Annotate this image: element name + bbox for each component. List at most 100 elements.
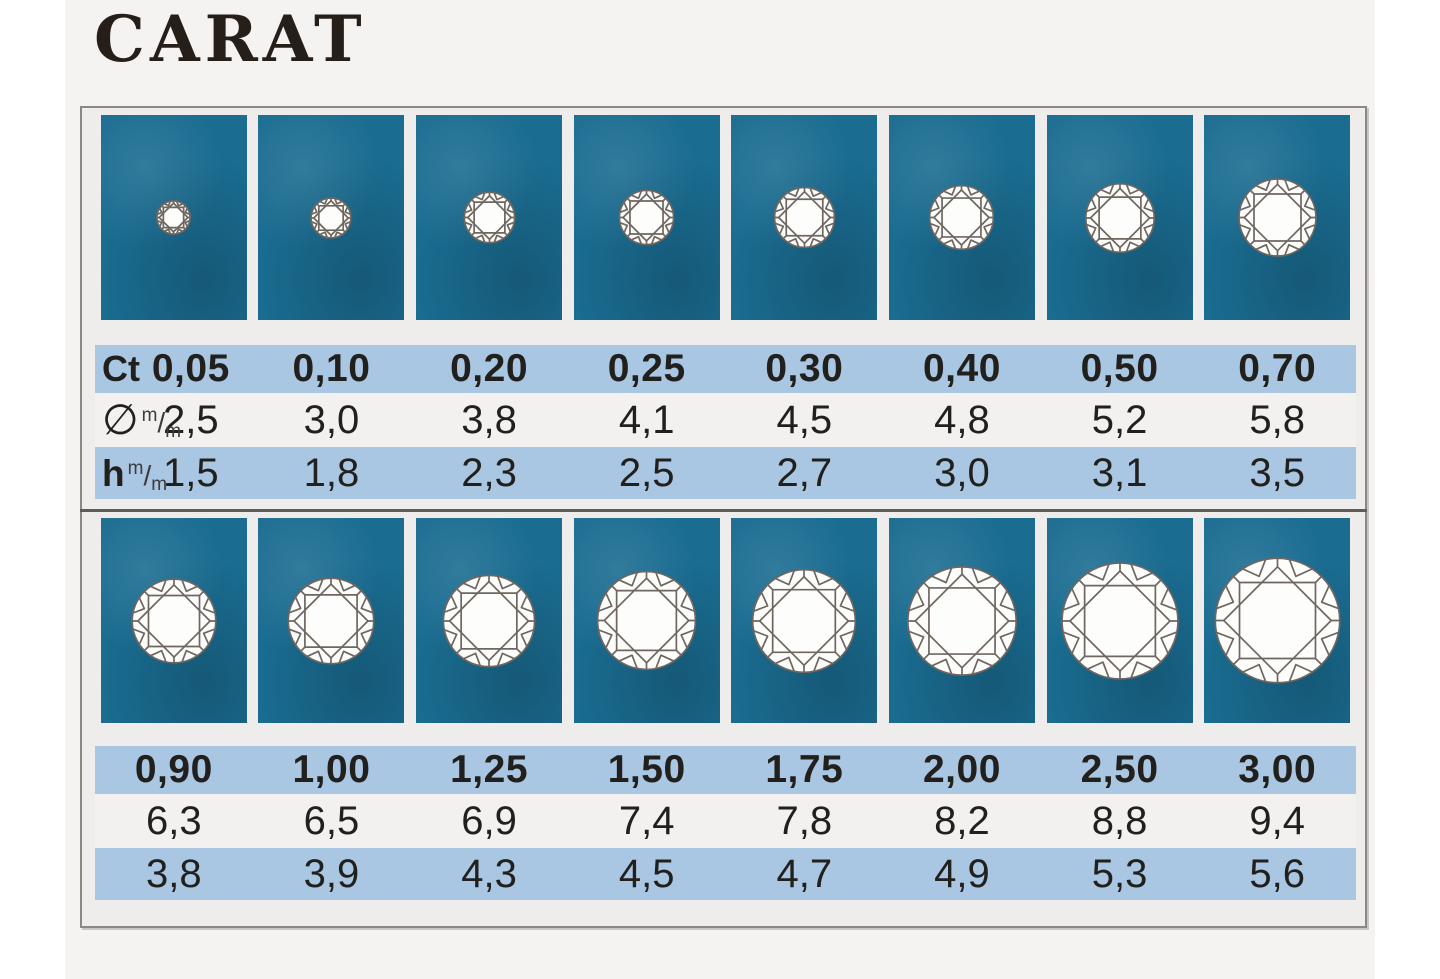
height-value-text: 3,0 xyxy=(934,450,990,495)
carat-value: 0,10 xyxy=(253,345,411,393)
carat-value-text: 0,50 xyxy=(1080,347,1159,390)
height-value-text: 1,5 xyxy=(163,450,219,495)
diameter-value-text: 7,8 xyxy=(776,798,833,843)
diamond-top-view xyxy=(750,567,858,675)
gem-swatch xyxy=(100,115,247,320)
height-value: 1,5 xyxy=(95,447,253,499)
height-value: 2,7 xyxy=(726,447,884,499)
diamond-top-view xyxy=(1212,555,1343,686)
height-value-text: 2,3 xyxy=(461,450,517,495)
carat-value: 2,50 xyxy=(1041,746,1199,794)
gem-swatch xyxy=(731,115,878,320)
carat-value: 0,90 xyxy=(95,746,253,794)
carat-value: 1,00 xyxy=(253,746,411,794)
size-table-large: 0,90 1,00 1,25 1,50 1,75 2,00 2,50 3,00 6,3 6,5 6… xyxy=(95,746,1356,900)
mm-numerator: m xyxy=(127,458,144,479)
mm-unit-fraction: m / m xyxy=(141,405,181,441)
diameter-value-text: 2,5 xyxy=(163,397,219,442)
carat-value: 3,00 xyxy=(1198,746,1356,794)
carat-value-text: 0,30 xyxy=(765,347,844,390)
diameter-value-text: 3,8 xyxy=(461,397,517,442)
carat-value: 2,00 xyxy=(883,746,1041,794)
height-value: 4,9 xyxy=(883,848,1041,900)
diamond-top-view xyxy=(618,189,675,246)
diameter-value-text: 6,5 xyxy=(303,798,360,843)
height-value: 3,0 xyxy=(883,447,1041,499)
height-value: 3,1 xyxy=(1041,447,1199,499)
height-value-text: 5,6 xyxy=(1249,851,1305,896)
diameter-value-text: 4,5 xyxy=(776,397,833,442)
gem-swatch xyxy=(888,518,1035,723)
carat-row: 0,90 1,00 1,25 1,50 1,75 2,00 2,50 3,00 xyxy=(95,746,1356,794)
height-value: 1,8 xyxy=(253,447,411,499)
carat-value-text: 0,40 xyxy=(922,347,1001,390)
height-value: 3,9 xyxy=(253,848,411,900)
gem-swatch xyxy=(731,518,878,723)
mm-unit-fraction: m / m xyxy=(127,458,167,494)
diameter-value-text: 7,4 xyxy=(618,798,675,843)
panel-divider xyxy=(80,509,1367,512)
diameter-value: 4,5 xyxy=(726,393,884,447)
gem-swatch xyxy=(573,518,720,723)
height-value: 5,6 xyxy=(1198,848,1356,900)
diamond-top-view xyxy=(1237,177,1318,258)
carat-value: 1,50 xyxy=(568,746,726,794)
diameter-value-text: 8,2 xyxy=(934,798,990,843)
mm-slash: / xyxy=(157,407,166,438)
height-value: 2,5 xyxy=(568,447,726,499)
carat-value-text: 0,10 xyxy=(292,347,371,390)
diameter-value: 7,4 xyxy=(568,794,726,848)
carat-value-text: 1,00 xyxy=(292,748,371,791)
diamond-top-view xyxy=(156,200,191,235)
carat-row: Ct 0,05 0,10 0,20 0,25 0,30 0,40 0,50 0,70 xyxy=(95,345,1356,393)
diamond-top-view xyxy=(130,577,218,665)
gem-swatch xyxy=(573,115,720,320)
carat-row-label: Ct xyxy=(102,345,140,393)
diameter-value: 5,2 xyxy=(1041,393,1199,447)
gem-swatch xyxy=(258,115,405,320)
diameter-value: 7,8 xyxy=(726,794,884,848)
gem-swatch xyxy=(1204,115,1351,320)
diamond-top-view xyxy=(773,186,836,249)
height-value-text: 3,9 xyxy=(303,851,360,896)
carat-value: 0,25 xyxy=(568,345,726,393)
height-value: 4,3 xyxy=(410,848,568,900)
diameter-value: 6,9 xyxy=(410,794,568,848)
height-value-text: 5,3 xyxy=(1091,851,1148,896)
diameter-row: ∅ m / m 2,5 3,0 3,8 4,1 4,5 4,8 5,2 5,8 xyxy=(95,393,1356,447)
carat-value-text: 2,00 xyxy=(922,748,1001,791)
left-margin xyxy=(0,0,65,979)
diamond-top-view xyxy=(441,573,537,669)
diamond-top-view xyxy=(928,184,995,251)
height-value-text: 3,1 xyxy=(1091,450,1148,495)
diameter-row-label: ∅ m / m xyxy=(102,393,181,447)
right-margin xyxy=(1375,0,1440,979)
carat-value: 0,70 xyxy=(1198,345,1356,393)
height-value-text: 3,5 xyxy=(1249,450,1305,495)
carat-value-text: 1,75 xyxy=(765,748,844,791)
gem-swatch xyxy=(1046,518,1193,723)
carat-value-text: 0,25 xyxy=(607,347,686,390)
diameter-value: 6,5 xyxy=(253,794,411,848)
height-value-text: 2,5 xyxy=(618,450,675,495)
diameter-value-text: 6,3 xyxy=(146,798,202,843)
diameter-row: 6,3 6,5 6,9 7,4 7,8 8,2 8,8 9,4 xyxy=(95,794,1356,848)
height-symbol: h xyxy=(102,452,125,494)
gem-swatch xyxy=(258,518,405,723)
carat-value-text: 0,70 xyxy=(1238,347,1317,390)
height-row: h m / m 1,5 1,8 2,3 2,5 2,7 3,0 3,1 3,5 xyxy=(95,447,1356,499)
height-value: 5,3 xyxy=(1041,848,1199,900)
diameter-value-text: 9,4 xyxy=(1249,798,1305,843)
gem-swatch-grid-large xyxy=(95,518,1356,723)
carat-value-text: 1,25 xyxy=(450,748,529,791)
diameter-value-text: 5,8 xyxy=(1249,397,1305,442)
diamond-top-view xyxy=(905,564,1019,678)
diameter-symbol: ∅ xyxy=(102,396,139,443)
carat-value: 1,75 xyxy=(726,746,884,794)
gem-swatch xyxy=(416,518,563,723)
mm-numerator: m xyxy=(141,405,158,426)
gem-swatch xyxy=(100,518,247,723)
carat-value: 0,40 xyxy=(883,345,1041,393)
diamond-top-view xyxy=(595,569,698,672)
